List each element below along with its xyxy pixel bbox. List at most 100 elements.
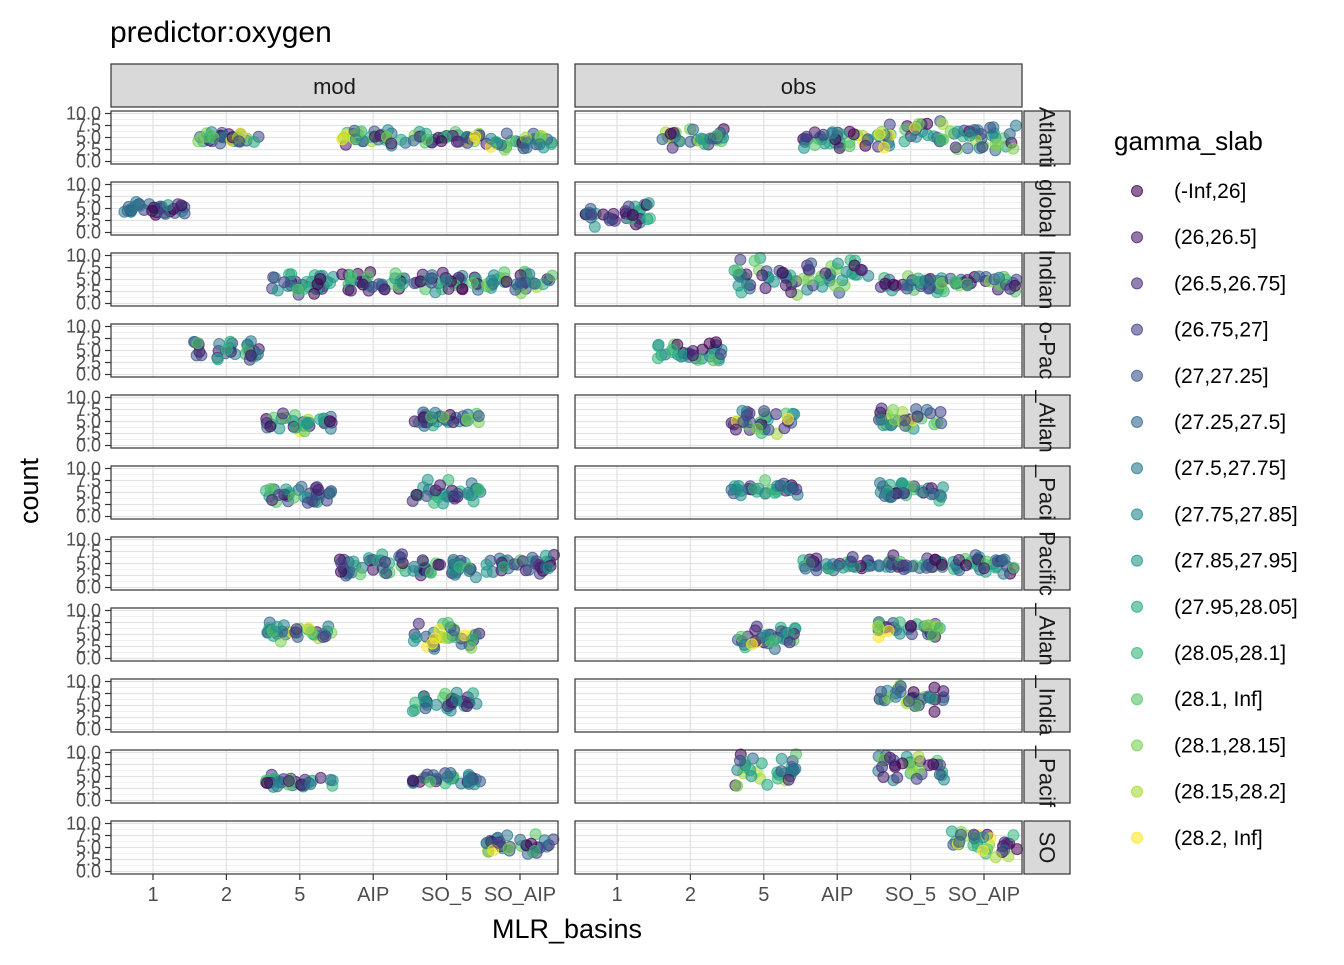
data-point bbox=[424, 775, 437, 788]
data-point bbox=[901, 282, 913, 295]
data-point bbox=[960, 559, 972, 572]
y-tick-label: 5.0 bbox=[76, 199, 101, 219]
data-point bbox=[277, 407, 289, 420]
legend-key bbox=[1131, 693, 1143, 706]
data-point bbox=[666, 343, 679, 356]
y-tick-label: 5.0 bbox=[76, 838, 101, 858]
data-point bbox=[497, 561, 510, 574]
data-point bbox=[509, 283, 522, 296]
x-tick-label: 2 bbox=[221, 884, 232, 906]
legend-key bbox=[1131, 323, 1143, 336]
data-point bbox=[874, 477, 886, 489]
data-point bbox=[911, 410, 924, 423]
y-tick-label: 7.5 bbox=[76, 613, 101, 633]
data-point bbox=[324, 773, 337, 786]
legend-label: (28.05,28.1] bbox=[1174, 642, 1286, 665]
data-point bbox=[948, 275, 961, 288]
data-point bbox=[395, 133, 408, 146]
data-point bbox=[758, 405, 771, 418]
data-point bbox=[828, 279, 841, 292]
data-point bbox=[888, 413, 901, 426]
data-point bbox=[887, 404, 900, 416]
data-point bbox=[729, 423, 742, 436]
facet-column-strip bbox=[574, 63, 1023, 108]
data-point bbox=[1007, 561, 1020, 574]
facet-row-label: _Paci bbox=[1035, 464, 1060, 520]
data-point bbox=[761, 778, 774, 791]
legend-key bbox=[1131, 185, 1143, 197]
data-point bbox=[517, 142, 530, 155]
data-point bbox=[271, 620, 283, 633]
data-point bbox=[779, 279, 792, 292]
data-point bbox=[978, 562, 991, 575]
data-point bbox=[467, 495, 480, 508]
data-point bbox=[314, 771, 327, 784]
data-point bbox=[898, 414, 911, 427]
facet-row-strip bbox=[1023, 110, 1071, 165]
data-point bbox=[487, 277, 499, 290]
data-point bbox=[366, 281, 379, 293]
data-point bbox=[905, 619, 917, 632]
data-point bbox=[937, 685, 950, 698]
data-point bbox=[878, 141, 891, 154]
data-point bbox=[434, 479, 446, 492]
data-point bbox=[776, 266, 789, 279]
facet-row-strip bbox=[1023, 820, 1071, 875]
data-point bbox=[751, 422, 764, 435]
data-point bbox=[146, 204, 159, 217]
x-axis-title: MLR_basins bbox=[492, 914, 642, 944]
legend-label: (27.85,27.95] bbox=[1174, 550, 1298, 573]
data-point bbox=[460, 700, 473, 713]
y-tick-label: 10.0 bbox=[66, 601, 101, 621]
data-point bbox=[664, 127, 677, 140]
data-point bbox=[756, 269, 769, 282]
data-point bbox=[267, 271, 280, 284]
facet-panel bbox=[575, 679, 1022, 732]
data-point bbox=[875, 685, 888, 698]
data-point bbox=[889, 690, 902, 703]
data-point bbox=[774, 479, 787, 492]
panel-border bbox=[574, 323, 1023, 378]
data-point bbox=[954, 828, 967, 841]
panel-border bbox=[110, 678, 559, 733]
legend-label: (28.15,28.2] bbox=[1174, 781, 1286, 804]
data-point bbox=[500, 275, 513, 288]
facet-row-label: global bbox=[1035, 179, 1060, 238]
y-tick-label: 2.5 bbox=[76, 708, 101, 728]
data-point bbox=[406, 705, 419, 717]
y-tick-label: 2.5 bbox=[76, 353, 101, 373]
data-point bbox=[500, 127, 513, 140]
data-point bbox=[910, 772, 923, 785]
y-tick-label: 10.0 bbox=[66, 317, 101, 337]
y-tick-label: 2.5 bbox=[76, 495, 101, 515]
data-point bbox=[1011, 843, 1024, 856]
data-point bbox=[963, 129, 976, 142]
data-point bbox=[891, 771, 904, 784]
data-point bbox=[989, 851, 1002, 864]
data-point bbox=[847, 128, 860, 141]
data-point bbox=[232, 135, 245, 148]
y-tick-label: 0.0 bbox=[76, 791, 101, 811]
data-point bbox=[368, 130, 381, 143]
data-point bbox=[285, 268, 298, 281]
data-point bbox=[745, 770, 758, 783]
data-point bbox=[782, 773, 795, 786]
data-point bbox=[378, 283, 391, 296]
data-point bbox=[977, 844, 989, 857]
data-point bbox=[272, 489, 285, 501]
y-tick-label: 10.0 bbox=[66, 743, 101, 763]
data-point bbox=[997, 567, 1010, 580]
data-point bbox=[873, 560, 886, 573]
data-point bbox=[906, 560, 919, 573]
data-point bbox=[993, 271, 1005, 284]
data-point bbox=[412, 617, 425, 630]
data-point bbox=[362, 552, 375, 565]
data-point bbox=[1007, 142, 1020, 155]
data-point bbox=[461, 136, 474, 149]
data-point bbox=[977, 831, 990, 844]
data-point bbox=[490, 136, 503, 148]
panel-border bbox=[110, 323, 559, 378]
panel-border bbox=[574, 110, 1023, 165]
data-point bbox=[271, 284, 284, 297]
data-point bbox=[406, 774, 419, 787]
